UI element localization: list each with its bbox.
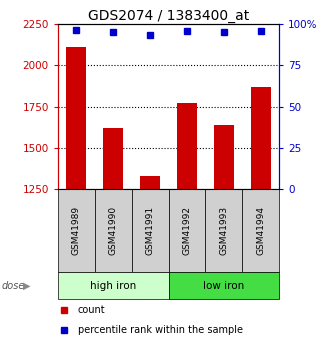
Bar: [66, 47, 86, 189]
Text: GSM41989: GSM41989: [72, 206, 81, 255]
Title: GDS2074 / 1383400_at: GDS2074 / 1383400_at: [88, 9, 249, 23]
Bar: [169, 189, 205, 272]
Bar: [214, 125, 234, 189]
Bar: [242, 189, 279, 272]
Text: GSM41993: GSM41993: [219, 206, 229, 255]
Text: GSM41994: GSM41994: [256, 206, 265, 255]
Text: ▶: ▶: [22, 280, 30, 290]
Text: count: count: [78, 305, 105, 315]
Bar: [58, 272, 169, 299]
Bar: [103, 128, 123, 189]
Text: high iron: high iron: [90, 280, 136, 290]
Bar: [169, 272, 279, 299]
Bar: [132, 189, 169, 272]
Bar: [140, 176, 160, 189]
Text: percentile rank within the sample: percentile rank within the sample: [78, 325, 243, 335]
Bar: [205, 189, 242, 272]
Text: GSM41991: GSM41991: [145, 206, 155, 255]
Text: low iron: low iron: [203, 280, 245, 290]
Text: dose: dose: [2, 280, 25, 290]
Bar: [177, 102, 197, 189]
Text: GSM41990: GSM41990: [108, 206, 118, 255]
Bar: [95, 189, 132, 272]
Bar: [251, 87, 271, 189]
Bar: [58, 189, 95, 272]
Text: GSM41992: GSM41992: [182, 206, 192, 255]
